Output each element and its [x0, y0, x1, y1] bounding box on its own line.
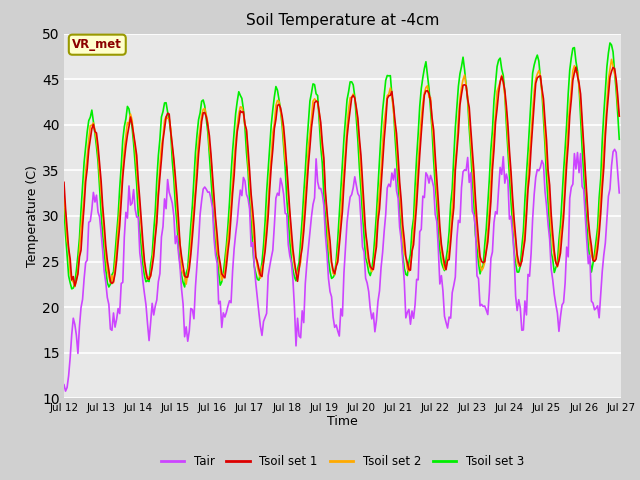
Tsoil set 2 — [608, 57, 616, 62]
Tsoil set 1 — [255, 266, 263, 272]
Tsoil set 3 — [606, 40, 614, 46]
Tsoil set 1 — [71, 283, 79, 289]
Line: Tsoil set 1: Tsoil set 1 — [64, 67, 620, 286]
Tair — [246, 206, 253, 212]
Tsoil set 2 — [71, 284, 79, 289]
Y-axis label: Temperature (C): Temperature (C) — [26, 165, 40, 267]
Tsoil set 3 — [68, 286, 76, 292]
Tsoil set 2 — [255, 271, 263, 276]
Tsoil set 2 — [60, 193, 68, 199]
Tsoil set 1 — [572, 64, 580, 70]
Tair — [305, 245, 312, 251]
Tair — [611, 146, 618, 152]
Tsoil set 1 — [588, 243, 595, 249]
Line: Tsoil set 2: Tsoil set 2 — [64, 60, 620, 287]
Tsoil set 1 — [60, 180, 68, 185]
Tsoil set 2 — [586, 240, 594, 246]
Tsoil set 1 — [616, 113, 623, 119]
Tair — [60, 382, 68, 387]
Tsoil set 2 — [305, 144, 312, 150]
Tsoil set 1 — [246, 168, 253, 173]
Tair — [227, 300, 235, 306]
Tsoil set 1 — [227, 213, 235, 219]
Tsoil set 2 — [227, 202, 235, 208]
Tair — [61, 388, 69, 394]
Tair — [616, 190, 623, 196]
Tsoil set 2 — [130, 132, 138, 138]
Tsoil set 3 — [246, 198, 253, 204]
Tsoil set 3 — [586, 255, 594, 261]
Tsoil set 2 — [246, 179, 253, 185]
Tair — [130, 187, 138, 192]
Legend: Tair, Tsoil set 1, Tsoil set 2, Tsoil set 3: Tair, Tsoil set 1, Tsoil set 2, Tsoil se… — [156, 450, 529, 473]
Tsoil set 1 — [305, 162, 312, 168]
Tsoil set 3 — [130, 141, 138, 146]
Tsoil set 3 — [227, 171, 235, 177]
X-axis label: Time: Time — [327, 415, 358, 428]
Line: Tsoil set 3: Tsoil set 3 — [64, 43, 620, 289]
Tair — [255, 310, 263, 315]
Tsoil set 3 — [616, 136, 623, 142]
Tsoil set 1 — [130, 131, 138, 137]
Tsoil set 3 — [60, 206, 68, 212]
Tsoil set 3 — [305, 120, 312, 125]
Tair — [586, 252, 594, 258]
Line: Tair: Tair — [64, 149, 620, 391]
Tsoil set 2 — [616, 113, 623, 119]
Text: VR_met: VR_met — [72, 38, 122, 51]
Title: Soil Temperature at -4cm: Soil Temperature at -4cm — [246, 13, 439, 28]
Tsoil set 3 — [255, 277, 263, 283]
